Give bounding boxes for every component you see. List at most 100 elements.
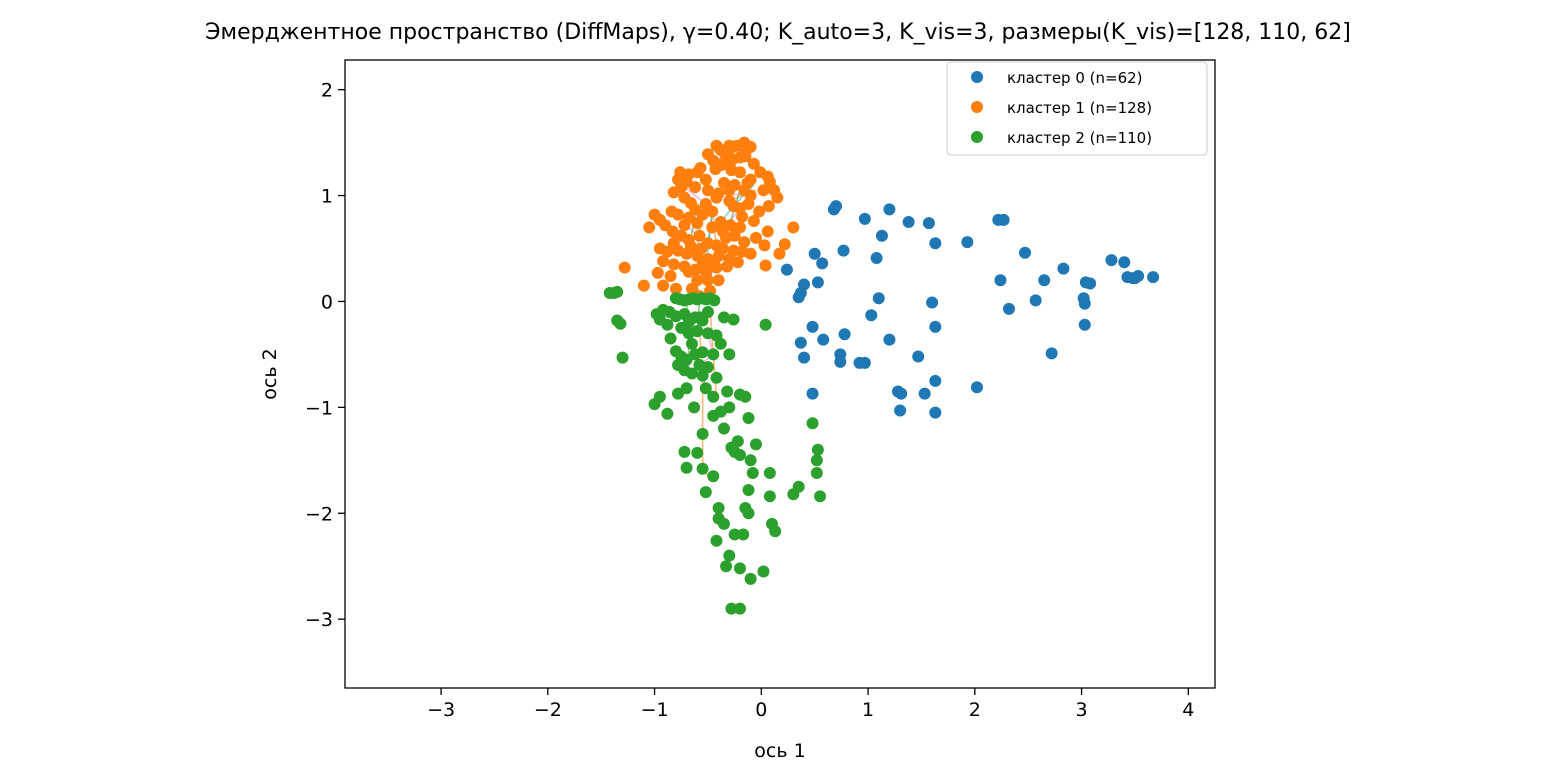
data-point-cluster-2 [742, 507, 755, 520]
data-point-cluster-1 [731, 256, 744, 269]
data-point-cluster-0 [918, 387, 931, 400]
data-point-cluster-0 [817, 333, 830, 346]
data-point-cluster-1 [716, 225, 729, 238]
legend: кластер 0 (n=62) кластер 1 (n=128) класт… [946, 61, 1208, 156]
data-point-cluster-1 [672, 208, 685, 221]
data-point-cluster-0 [1029, 294, 1042, 307]
data-point-cluster-1 [744, 247, 757, 260]
data-point-cluster-2 [814, 490, 827, 503]
data-point-cluster-0 [830, 200, 843, 213]
data-point-cluster-0 [883, 203, 896, 216]
data-point-cluster-2 [691, 446, 704, 459]
data-point-cluster-1 [749, 231, 762, 244]
data-point-cluster-2 [810, 467, 823, 480]
data-point-cluster-1 [758, 239, 771, 252]
data-point-cluster-1 [678, 219, 691, 232]
data-point-cluster-2 [691, 325, 704, 338]
data-point-cluster-1 [689, 181, 702, 194]
data-point-cluster-2 [787, 488, 800, 501]
data-point-cluster-1 [742, 198, 755, 211]
data-point-cluster-0 [994, 274, 1007, 287]
data-point-cluster-1 [701, 274, 714, 287]
y-tick-label: −2 [305, 503, 333, 525]
data-point-cluster-2 [723, 549, 736, 562]
x-tick-label: 0 [755, 699, 767, 721]
data-point-cluster-0 [1057, 262, 1070, 275]
data-point-cluster-2 [737, 528, 750, 541]
data-point-cluster-1 [762, 200, 775, 213]
data-point-cluster-2 [757, 565, 770, 578]
data-point-cluster-0 [872, 292, 885, 305]
data-point-cluster-1 [685, 282, 698, 295]
data-point-cluster-2 [712, 501, 725, 514]
data-point-cluster-1 [716, 242, 729, 255]
data-point-cluster-1 [667, 237, 680, 250]
data-point-cluster-2 [693, 311, 706, 324]
data-point-cluster-1 [759, 259, 772, 272]
data-point-cluster-0 [1018, 246, 1031, 259]
data-point-cluster-0 [875, 229, 888, 242]
data-point-cluster-2 [616, 351, 629, 364]
data-point-cluster-2 [739, 390, 752, 403]
data-point-cluster-1 [787, 221, 800, 234]
data-point-cluster-2 [811, 443, 824, 456]
data-point-cluster-0 [1045, 347, 1058, 360]
data-point-cluster-2 [763, 490, 776, 503]
data-point-cluster-1 [725, 141, 738, 154]
data-point-cluster-2 [680, 382, 693, 395]
data-point-cluster-2 [763, 467, 776, 480]
data-point-cluster-1 [739, 147, 752, 160]
data-point-cluster-2 [661, 407, 674, 420]
data-point-cluster-0 [1118, 256, 1131, 269]
data-point-cluster-1 [667, 186, 680, 199]
data-point-cluster-1 [707, 256, 720, 269]
data-point-cluster-2 [723, 348, 736, 361]
data-point-cluster-1 [721, 260, 734, 273]
data-point-cluster-2 [708, 294, 721, 307]
data-point-cluster-0 [870, 252, 883, 265]
data-point-cluster-0 [808, 247, 821, 260]
data-point-cluster-2 [707, 348, 720, 361]
data-point-cluster-0 [794, 286, 807, 299]
data-point-cluster-0 [922, 217, 935, 230]
data-point-cluster-1 [733, 221, 746, 234]
data-point-cluster-2 [685, 367, 698, 380]
data-point-cluster-0 [1038, 274, 1051, 287]
data-point-cluster-2 [742, 411, 755, 424]
data-point-cluster-2 [769, 525, 782, 538]
data-point-cluster-2 [680, 461, 693, 474]
data-point-cluster-0 [883, 333, 896, 346]
data-point-cluster-1 [738, 236, 751, 249]
data-point-cluster-1 [696, 258, 709, 271]
data-point-cluster-0 [997, 213, 1010, 226]
data-point-cluster-1 [618, 261, 631, 274]
data-point-cluster-1 [643, 221, 656, 234]
data-point-cluster-0 [1105, 254, 1118, 267]
data-point-cluster-1 [682, 265, 695, 278]
y-tick-label: 2 [321, 80, 333, 102]
data-point-cluster-0 [1078, 297, 1091, 310]
data-point-cluster-2 [746, 467, 759, 480]
legend-box [946, 61, 1208, 156]
data-point-cluster-2 [707, 470, 720, 483]
data-point-cluster-2 [749, 438, 762, 451]
data-point-cluster-2 [707, 390, 720, 403]
data-point-cluster-1 [723, 184, 736, 197]
data-point-cluster-0 [806, 387, 819, 400]
data-point-cluster-1 [637, 279, 650, 292]
data-point-cluster-2 [720, 560, 733, 573]
data-point-cluster-1 [657, 255, 670, 268]
data-point-cluster-1 [701, 184, 714, 197]
y-tick-label: −1 [305, 397, 333, 419]
data-point-cluster-0 [1002, 302, 1015, 315]
data-point-cluster-1 [706, 221, 719, 234]
legend-marker-cluster-0 [971, 71, 983, 83]
data-point-cluster-0 [1147, 271, 1160, 284]
x-tick-label: 2 [969, 699, 981, 721]
data-point-cluster-1 [738, 184, 751, 197]
data-point-cluster-0 [1078, 318, 1091, 331]
data-point-cluster-1 [712, 274, 725, 287]
data-point-cluster-2 [699, 486, 712, 499]
data-point-cluster-1 [695, 242, 708, 255]
data-point-cluster-1 [667, 258, 680, 271]
